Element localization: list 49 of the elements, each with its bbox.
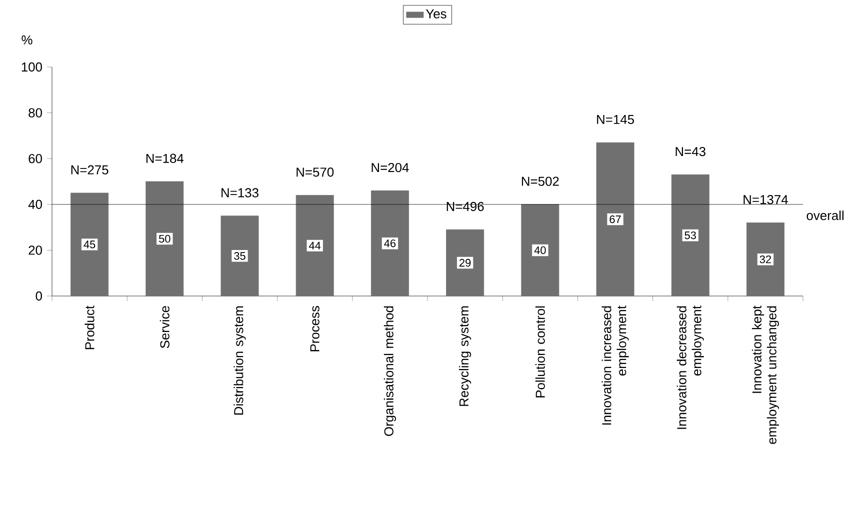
annotation: N=1374 [744, 195, 788, 204]
data-label: 45 [84, 240, 96, 248]
bar [296, 195, 334, 296]
bar [596, 142, 634, 296]
annotation: N=275 [71, 165, 108, 174]
x-tick-label: Recycling system [459, 306, 472, 406]
y-tick-label: 20 [28, 246, 42, 255]
x-tick-label: Service [160, 306, 170, 348]
data-label: 53 [684, 231, 696, 240]
annotation: N=184 [146, 154, 184, 163]
x-tick-label: Pollution control [535, 306, 545, 398]
x-tick-label: Innovation increased employment [602, 306, 629, 425]
bar [220, 216, 259, 296]
data-label: 32 [760, 255, 772, 264]
y-tick-label: 60 [28, 154, 42, 164]
y-axis-title: % [22, 35, 32, 44]
legend-label: Yes [426, 9, 446, 18]
bar [671, 174, 710, 296]
data-label: 50 [158, 234, 170, 243]
x-tick-label: Organisational method [384, 306, 396, 436]
y-tick-label: 40 [28, 200, 42, 209]
data-label: 29 [460, 258, 471, 267]
bar [746, 222, 784, 296]
x-tick-label: Process [310, 306, 320, 352]
bar [446, 229, 484, 296]
data-label: 67 [610, 215, 621, 224]
annotation: N=204 [372, 162, 409, 172]
data-label: 40 [534, 246, 546, 254]
y-tick-label: 100 [22, 62, 42, 72]
y-tick-label: 80 [28, 108, 42, 118]
x-tick-label: Distribution system [234, 306, 246, 415]
data-label: 46 [384, 239, 396, 248]
bar [146, 181, 184, 296]
annotation: N=496 [446, 202, 484, 212]
x-tick-label: Product [84, 306, 94, 350]
bar [70, 192, 109, 296]
annotation: N=502 [522, 176, 559, 186]
y-tick-label: 0 [36, 291, 42, 301]
data-label: 44 [309, 242, 321, 250]
bar [370, 190, 409, 296]
annotation: N=570 [296, 168, 334, 177]
data-label: 35 [234, 252, 246, 260]
x-tick-label: Innovation decreased employment [676, 306, 704, 429]
ref-line-label: overall [806, 210, 844, 220]
bar [521, 204, 560, 296]
annotation: N=133 [222, 188, 258, 198]
annotation: N=43 [676, 146, 706, 156]
annotation: N=145 [597, 115, 634, 124]
x-tick-label: Innovation kept employment unchanged [752, 306, 779, 444]
